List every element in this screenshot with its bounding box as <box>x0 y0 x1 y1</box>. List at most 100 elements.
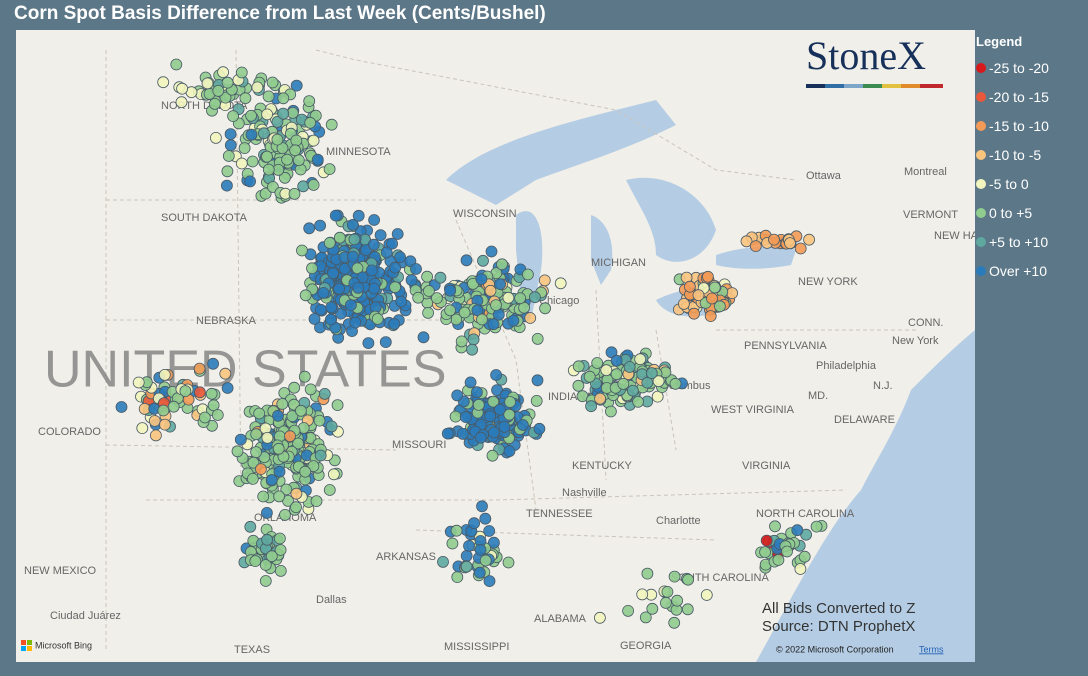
legend-label: -25 to -20 <box>989 59 1049 76</box>
bid-dot <box>484 284 497 297</box>
bid-dot <box>749 240 762 253</box>
bid-dot <box>244 175 257 188</box>
bid-dot <box>327 468 340 481</box>
bid-dot <box>634 353 647 366</box>
bid-dot <box>772 554 785 566</box>
bid-dot <box>314 449 327 462</box>
legend-item[interactable]: -10 to -5 <box>976 140 1086 169</box>
bid-dot <box>261 533 274 546</box>
bid-dot <box>333 231 346 244</box>
legend-label: -20 to -15 <box>989 88 1049 105</box>
bid-dot <box>668 616 681 629</box>
bid-dot <box>222 150 235 162</box>
legend-swatch <box>976 207 986 218</box>
bid-dot <box>224 128 237 140</box>
legend-swatch <box>976 265 986 276</box>
map: UNITED STATES NORTH DAKOTAMINNESOTASOUTH… <box>16 30 975 662</box>
map-label: MISSOURI <box>392 439 446 451</box>
bid-dot <box>486 449 499 462</box>
bid-dot <box>352 281 365 294</box>
bid-dot <box>610 368 623 381</box>
bid-dot <box>374 229 387 242</box>
chart-title: Corn Spot Basis Difference from Last Wee… <box>14 3 546 24</box>
bid-dot <box>531 332 544 345</box>
map-label: MINNESOTA <box>326 146 391 158</box>
bid-dot <box>251 81 264 94</box>
note: Source: DTN ProphetX <box>762 618 915 635</box>
bid-dot <box>193 362 206 375</box>
legend-item[interactable]: Over +10 <box>976 256 1086 285</box>
bid-dot <box>494 278 507 291</box>
bid-dot <box>179 385 192 398</box>
map-label: NEW MEXICO <box>24 565 97 577</box>
legend-item[interactable]: -5 to 0 <box>976 169 1086 198</box>
bid-dot <box>474 543 487 556</box>
bid-dot <box>209 132 222 144</box>
bid-dot <box>371 313 384 325</box>
map-label: SOUTH DAKOTA <box>161 212 248 224</box>
legend-label: -5 to 0 <box>989 175 1029 192</box>
bid-dot <box>395 295 408 308</box>
bid-dot <box>706 292 718 305</box>
bid-dot <box>367 238 380 251</box>
legend-swatch <box>976 178 986 189</box>
bid-dot <box>289 144 302 157</box>
map-label: Charlotte <box>656 515 701 527</box>
bid-dot <box>781 545 793 558</box>
legend-title: Legend <box>976 34 1023 49</box>
map-label: Ottawa <box>806 170 842 182</box>
bid-dot <box>290 501 302 514</box>
bid-dot <box>245 128 258 141</box>
bid-dot <box>323 484 336 496</box>
terms-link[interactable]: Terms <box>919 644 944 654</box>
bid-dot <box>277 107 290 120</box>
legend-label: Over +10 <box>989 262 1047 279</box>
legend-label: +5 to +10 <box>989 233 1049 250</box>
bid-dot <box>257 490 270 503</box>
bid-dot <box>279 508 291 521</box>
bid-dot <box>277 92 290 105</box>
map-label: GEORGIA <box>620 640 672 652</box>
bid-dot <box>280 483 293 496</box>
bid-dot <box>585 400 597 413</box>
bid-dot <box>208 98 221 110</box>
bid-dot <box>493 403 506 416</box>
bid-dot <box>622 605 634 617</box>
bid-dot <box>516 419 529 431</box>
bid-dot <box>487 318 500 331</box>
bid-dot <box>253 407 266 420</box>
country-label: UNITED STATES <box>44 341 447 399</box>
legend-label: 0 to +5 <box>989 204 1033 221</box>
bid-dot <box>274 565 287 577</box>
bid-dot <box>600 364 613 377</box>
bid-dot <box>594 392 606 405</box>
legend-item[interactable]: -15 to -10 <box>976 111 1086 140</box>
bid-dot <box>704 310 717 323</box>
map-label: VERMONT <box>903 209 958 221</box>
legend-item[interactable]: 0 to +5 <box>976 198 1086 227</box>
bid-dot <box>451 389 464 402</box>
attribution: Microsoft Bing <box>35 640 92 650</box>
bid-dot <box>726 287 738 300</box>
bid-dots <box>115 58 828 629</box>
note: All Bids Converted to Z <box>762 600 915 617</box>
bid-dot <box>660 597 672 609</box>
legend-item[interactable]: -20 to -15 <box>976 82 1086 111</box>
bid-dot <box>529 291 541 304</box>
legend-item[interactable]: +5 to +10 <box>976 227 1086 256</box>
legend-item[interactable]: -25 to -20 <box>976 53 1086 82</box>
bid-dot <box>460 560 473 573</box>
bid-dot <box>176 82 189 95</box>
bid-dot <box>262 90 275 103</box>
bid-dot <box>538 274 551 287</box>
bid-dot <box>167 400 180 413</box>
bid-dot <box>468 517 481 530</box>
bid-dot <box>487 536 500 549</box>
bid-dot <box>323 236 336 249</box>
bid-dot <box>266 76 279 89</box>
bid-dot <box>456 427 469 440</box>
map-label: MD. <box>808 390 828 402</box>
bid-dot <box>149 429 162 442</box>
